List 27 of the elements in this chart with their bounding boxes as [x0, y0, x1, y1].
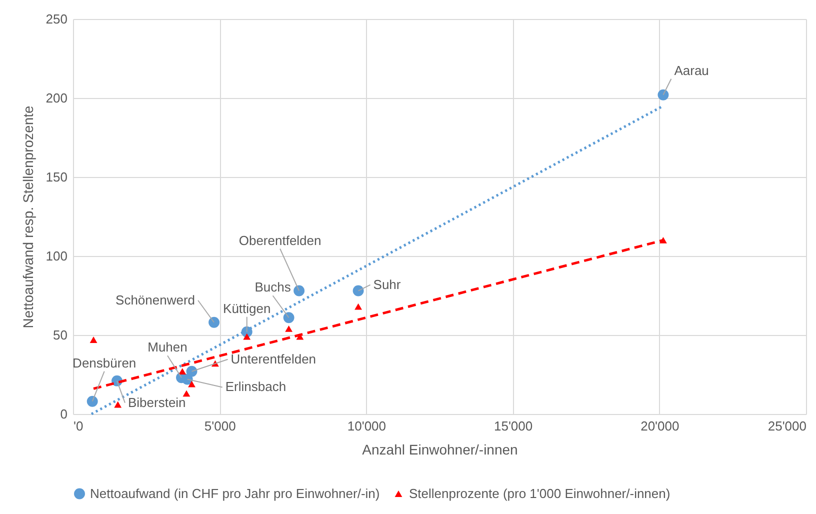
annotation: Buchs — [254, 280, 292, 295]
annotation: Aarau — [674, 62, 709, 78]
x-tick-label: 25'000 — [768, 418, 806, 434]
x-tick-label: 20'000 — [640, 418, 680, 434]
y-tick-label: 200 — [46, 90, 68, 106]
x-tick-label: '0 — [74, 418, 84, 434]
annotation: Oberentfelden — [238, 232, 322, 248]
x-tick-label: 15'000 — [494, 418, 533, 434]
y-tick-label: 150 — [46, 170, 68, 184]
annotation: Muhen — [148, 340, 188, 355]
x-axis-title: Anzahl Einwohner/-innen — [362, 442, 518, 458]
y-tick-label: 0 — [60, 406, 68, 422]
y-tick-label: 100 — [46, 248, 68, 264]
legend-label: Stellenprozente (pro 1'000 Einwohner/-innen) — [409, 486, 670, 501]
annotation: Küttigen — [223, 300, 271, 316]
annotation: Unterentfelden — [230, 351, 316, 366]
annotation: Erlinsbach — [225, 379, 286, 394]
annotation: Suhr — [373, 276, 402, 292]
y-tick-label: 250 — [46, 12, 68, 26]
annotation: Biberstein — [128, 394, 186, 410]
x-tick-label: 10'000 — [347, 418, 386, 434]
y-axis-title: Nettoaufwand resp. Stellenprozente — [20, 106, 36, 328]
y-tick-label: 50 — [53, 328, 68, 342]
annotation: Densbüren — [72, 355, 136, 370]
x-tick-label: 5'000 — [204, 418, 236, 434]
legend-label: Nettoaufwand (in CHF pro Jahr pro Einwohner/-in) — [90, 486, 380, 501]
annotation: Schönenwerd — [116, 292, 196, 308]
